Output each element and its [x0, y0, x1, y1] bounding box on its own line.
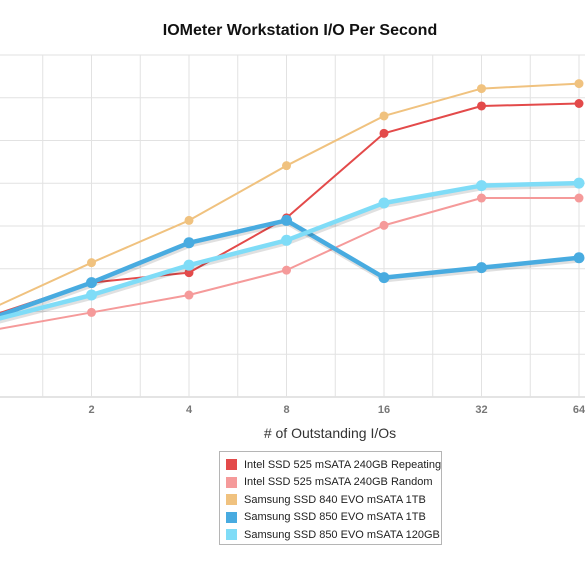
series-line-shadow: [0, 182, 581, 324]
x-tick-label: 2: [88, 404, 94, 416]
data-point[interactable]: [477, 101, 486, 111]
series-lines: [0, 79, 585, 330]
x-tick-labels: 2 4 8 16 32 64: [88, 404, 585, 416]
data-point[interactable]: [378, 272, 390, 284]
data-point[interactable]: [379, 111, 389, 121]
data-point[interactable]: [573, 177, 585, 189]
legend-label: Samsung SSD 850 EVO mSATA 120GB: [244, 528, 440, 541]
data-point[interactable]: [184, 215, 194, 225]
data-point[interactable]: [574, 193, 584, 203]
data-point[interactable]: [184, 268, 194, 278]
series-1: [0, 193, 584, 330]
chart-title: IOMeter Workstation I/O Per Second: [163, 22, 437, 39]
x-tick-label: 8: [283, 404, 289, 416]
legend-swatch: [226, 459, 237, 471]
legend-label: Intel SSD 525 mSATA 240GB Random: [244, 476, 433, 489]
data-point[interactable]: [183, 237, 195, 249]
data-point[interactable]: [86, 277, 97, 289]
data-point[interactable]: [379, 128, 389, 138]
legend-item-1[interactable]: Intel SSD 525 mSATA 240GB Random: [220, 474, 441, 492]
data-point[interactable]: [87, 258, 96, 268]
x-axis-label: # of Outstanding I/Os: [264, 425, 396, 441]
data-point[interactable]: [574, 79, 584, 89]
series-line: [0, 82, 580, 306]
data-point[interactable]: [476, 180, 487, 192]
data-point[interactable]: [574, 99, 584, 109]
legend: Intel SSD 525 mSATA 240GB Repeating Inte…: [219, 451, 442, 545]
legend-swatch: [226, 529, 237, 541]
data-point[interactable]: [378, 197, 390, 209]
data-point[interactable]: [477, 84, 486, 94]
x-tick-label: 4: [186, 404, 193, 416]
data-point[interactable]: [281, 214, 292, 226]
data-point[interactable]: [477, 193, 486, 203]
x-tick-label: 64: [573, 404, 585, 416]
legend-item-2[interactable]: Samsung SSD 840 EVO mSATA 1TB: [220, 491, 441, 509]
data-point[interactable]: [573, 252, 585, 264]
legend-label: Intel SSD 525 mSATA 240GB Repeating: [244, 458, 442, 471]
x-tick-label: 32: [475, 404, 487, 416]
series-2: [0, 79, 584, 306]
legend-label: Samsung SSD 850 EVO mSATA 1TB: [244, 511, 426, 524]
legend-item-4[interactable]: Samsung SSD 850 EVO mSATA 120GB: [220, 526, 441, 544]
data-point[interactable]: [87, 307, 96, 317]
series-4: [0, 177, 585, 324]
data-point[interactable]: [281, 234, 292, 246]
legend-swatch: [226, 511, 237, 523]
legend-item-0[interactable]: Intel SSD 525 mSATA 240GB Repeating: [220, 456, 441, 474]
legend-label: Samsung SSD 840 EVO mSATA 1TB: [244, 493, 426, 506]
x-tick-label: 16: [378, 404, 390, 416]
data-point[interactable]: [184, 290, 194, 300]
legend-item-3[interactable]: Samsung SSD 850 EVO mSATA 1TB: [220, 509, 441, 527]
legend-swatch: [226, 494, 237, 506]
data-point[interactable]: [183, 259, 195, 271]
legend-swatch: [226, 476, 237, 488]
series-3: [0, 214, 585, 321]
data-point[interactable]: [476, 262, 487, 274]
data-point[interactable]: [282, 265, 291, 275]
data-point[interactable]: [379, 220, 389, 230]
data-point[interactable]: [282, 161, 291, 171]
data-point[interactable]: [86, 289, 97, 301]
